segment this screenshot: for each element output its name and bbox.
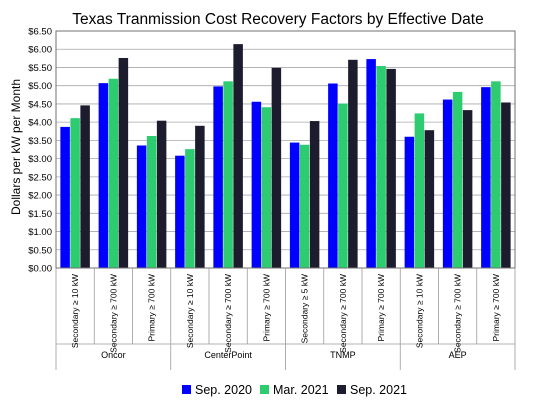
y-tick-label: $1.50 (28, 209, 52, 220)
bar-1-11 (442, 99, 453, 268)
category-label: Secondary ≥ 10 kW (185, 274, 195, 348)
y-tick-label: $4.00 (28, 118, 52, 129)
bar-3-5 (233, 44, 243, 268)
y-tick-labels: $0.00 $0.50 $1.00 $1.50 $2.00 $2.50 $3.00 $3.50… (28, 27, 52, 275)
bar-3-10 (424, 130, 435, 268)
bar-1-4 (175, 155, 185, 268)
bar-3-11 (462, 110, 473, 268)
bar-1-8 (328, 83, 338, 269)
category-label: Primary ≥ 700 kW (147, 274, 157, 341)
y-tick-label: $2.50 (28, 172, 52, 183)
bar-2-1 (70, 118, 80, 269)
group-label: TNMP (330, 350, 356, 360)
y-tick-label: $3.00 (28, 154, 52, 165)
category-label: Secondary ≥ 5 kW (300, 274, 310, 343)
group-label: AEP (449, 350, 467, 360)
legend: Sep. 2020 Mar. 2021 Sep. 2021 (182, 383, 407, 397)
legend-label: Sep. 2020 (195, 383, 252, 397)
legend-label: Sep. 2021 (350, 383, 407, 397)
bars (60, 44, 511, 269)
bar-1-9 (366, 59, 376, 269)
x-category-labels: Secondary ≥ 10 kW Secondary ≥ 700 kW Prima… (55, 268, 516, 370)
legend-swatch (182, 385, 191, 394)
bar-3-6 (271, 67, 282, 268)
y-tick-label: $5.00 (28, 81, 52, 92)
y-tick-label: $0.50 (28, 245, 52, 256)
bar-2-5 (223, 81, 233, 268)
category-label: Primary ≥ 700 kW (376, 274, 386, 341)
bar-2-10 (414, 113, 425, 268)
bar-1-6 (251, 101, 262, 268)
legend-swatch (260, 385, 269, 394)
bar-2-4 (185, 149, 195, 268)
category-label: Secondary ≥ 700 kW (338, 274, 348, 353)
bar-2-9 (376, 66, 386, 268)
bar-1-10 (404, 136, 415, 268)
bar-3-4 (195, 125, 205, 268)
bar-1-5 (213, 86, 223, 268)
y-axis-label: Dollars per kW per Month (9, 79, 23, 215)
category-label: Secondary ≥ 700 kW (453, 274, 463, 353)
group-label: Oncor (101, 350, 126, 360)
bar-3-9 (386, 68, 396, 268)
bar-2-3 (146, 136, 157, 268)
legend-swatch (337, 385, 346, 394)
bar-2-8 (338, 103, 348, 268)
bar-3-12 (501, 102, 511, 268)
y-tick-label: $6.50 (28, 27, 52, 38)
bar-1-3 (136, 145, 147, 268)
group-label: CenterPoint (204, 350, 252, 360)
bar-3-2 (118, 57, 129, 268)
bar-1-1 (60, 126, 70, 268)
category-label: Secondary ≥ 10 kW (70, 274, 80, 348)
bar-1-2 (98, 83, 109, 268)
y-tick-label: $6.00 (28, 45, 52, 56)
bar-2-7 (299, 144, 310, 268)
bar-3-3 (156, 120, 167, 269)
bar-3-8 (348, 59, 358, 269)
bar-2-12 (491, 81, 501, 268)
bar-3-7 (309, 121, 320, 268)
y-tick-label: $3.50 (28, 136, 52, 147)
y-tick-label: $0.00 (28, 264, 52, 275)
bar-3-1 (80, 105, 90, 269)
category-label: Secondary ≥ 10 kW (414, 274, 424, 348)
y-tick-label: $4.50 (28, 99, 52, 110)
legend-label: Mar. 2021 (273, 383, 329, 397)
bar-2-2 (108, 78, 119, 268)
category-label: Primary ≥ 700 kW (491, 274, 501, 341)
bar-1-7 (289, 142, 300, 268)
y-tick-label: $2.00 (28, 191, 52, 202)
bar-1-12 (481, 87, 491, 268)
y-tick-label: $1.00 (28, 227, 52, 238)
category-label: Primary ≥ 700 kW (261, 274, 271, 341)
y-tick-label: $5.50 (28, 63, 52, 74)
chart-title: Texas Tranmission Cost Recovery Factors … (72, 11, 483, 28)
category-label: Secondary ≥ 700 kW (223, 274, 233, 353)
bar-2-6 (261, 107, 272, 268)
bar-2-11 (452, 91, 463, 268)
category-label: Secondary ≥ 700 kW (108, 274, 118, 353)
